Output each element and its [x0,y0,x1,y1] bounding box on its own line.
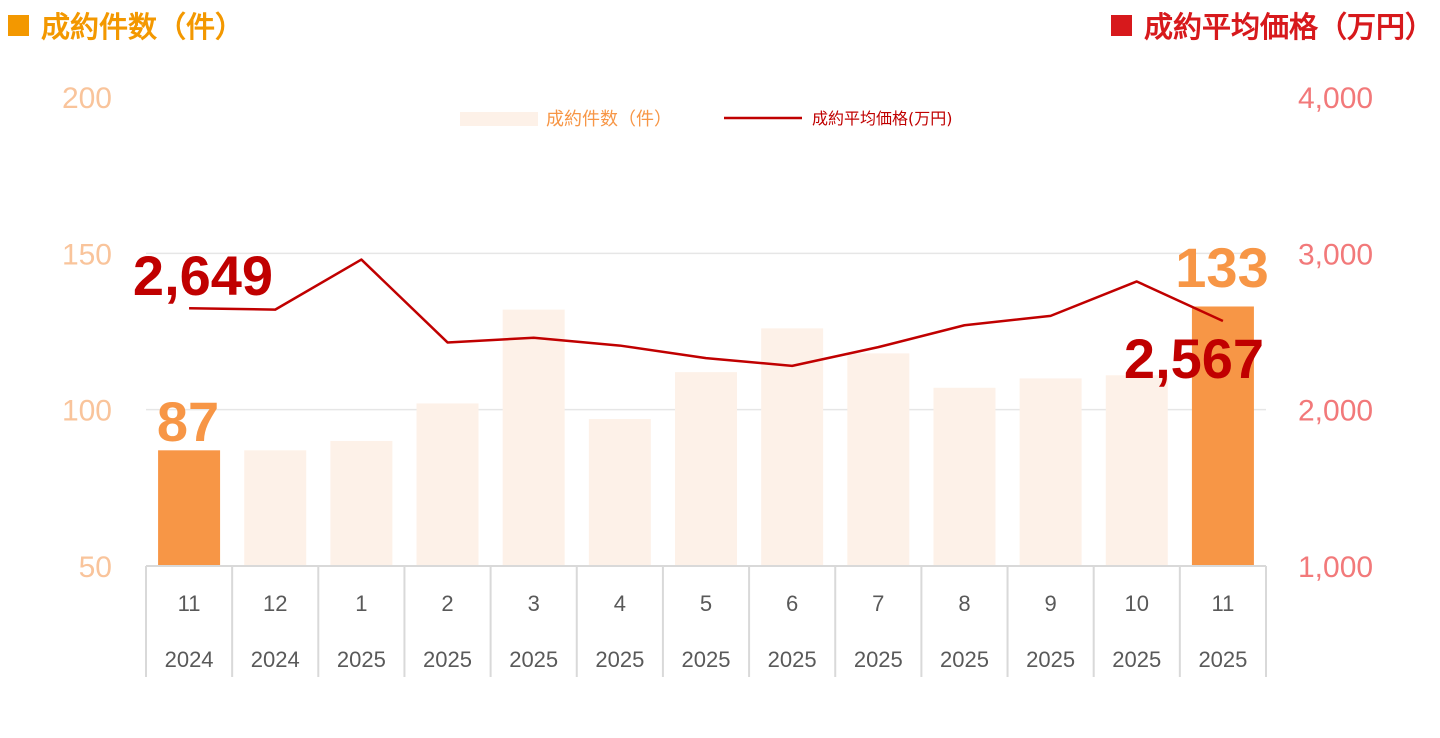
y-left-tick: 200 [62,82,112,115]
x-tick-year: 2024 [165,647,214,672]
x-tick-year: 2025 [1112,647,1161,672]
x-tick-month: 1 [355,591,367,616]
red-square-icon [1110,14,1132,36]
data-labels: 87 133 2,649 2,567 [133,236,1269,453]
bar [675,372,737,566]
x-tick-year: 2024 [251,647,300,672]
x-tick-year: 2025 [768,647,817,672]
left-axis-header-label: 成約件数（件） [41,10,245,44]
last-line-label: 2,567 [1124,327,1264,390]
right-axis-header-label: 成約平均価格（万円） [1143,10,1434,44]
y-left-tick: 100 [62,395,112,428]
x-tick-year: 2025 [854,647,903,672]
first-bar-label: 87 [157,390,219,453]
bar [158,450,221,566]
bar [330,440,393,566]
x-tick-year: 2025 [682,647,731,672]
legend-bar-label: 成約件数（件） [546,109,672,130]
left-axis-header: 成約件数（件） [8,4,244,46]
x-tick-month: 12 [263,591,287,616]
x-tick-year: 2025 [337,647,386,672]
x-tick-year: 2025 [1026,647,1075,672]
bar [933,387,996,566]
bar [416,403,479,566]
x-tick-month: 7 [872,591,884,616]
x-tick-year: 2025 [509,647,558,672]
x-tick-month: 3 [528,591,540,616]
x-tick-year: 2025 [595,647,644,672]
bar-series [158,306,1254,566]
y-right-tick: 2,000 [1298,395,1373,428]
bar [1105,375,1168,566]
y-right-tick: 1,000 [1298,551,1373,584]
legend-line-label: 成約平均価格(万円) [812,109,953,128]
x-tick-month: 11 [1212,591,1235,616]
y-left-tick: 150 [62,238,112,271]
x-tick-month: 2 [441,591,453,616]
line-series [189,258,1224,368]
axes: 11 2024 12 2024 1 2025 2 2025 3 2025 4 2025 5 2025 6 20… [62,82,1373,677]
x-tick-month: 6 [786,591,798,616]
x-tick-year: 2025 [423,647,472,672]
y-left-tick: 50 [79,551,112,584]
bar [1191,306,1254,566]
x-tick-year: 2025 [940,647,989,672]
bar [847,353,910,566]
orange-square-icon [8,14,29,36]
y-right-tick: 4,000 [1298,82,1373,115]
x-tick-month: 5 [700,591,712,616]
right-axis-header: 成約平均価格（万円） [1110,4,1434,46]
first-line-label: 2,649 [133,244,273,307]
legend: 成約件数（件） 成約平均価格(万円) [460,109,953,130]
x-tick-month: 11 [178,591,201,616]
price-line [189,258,1224,368]
x-tick-month: 8 [958,591,970,616]
legend-bar-swatch [460,112,538,126]
bar [1019,378,1082,566]
bar [502,309,565,566]
x-tick-month: 10 [1125,591,1149,616]
bar [244,450,307,566]
x-tick-year: 2025 [1198,647,1247,672]
y-right-tick: 3,000 [1298,238,1373,271]
bar [588,419,651,566]
bar [761,328,824,566]
x-tick-month: 9 [1044,591,1056,616]
x-tick-month: 4 [614,591,626,616]
last-bar-label: 133 [1175,236,1268,299]
